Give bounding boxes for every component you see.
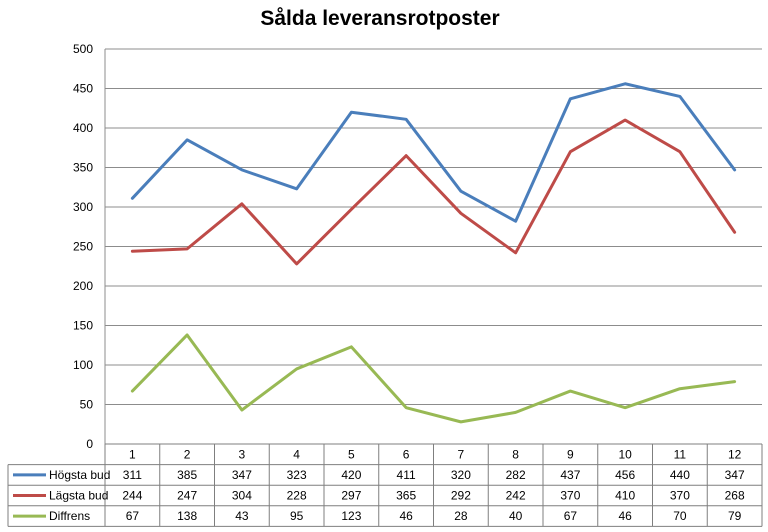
x-tick-label: 6 [403,447,410,461]
y-tick-label: 500 [73,42,93,56]
grid-lines [104,48,762,444]
data-label: 323 [287,468,307,482]
data-label: 311 [123,468,142,482]
data-label: 46 [618,509,632,523]
data-label: 40 [509,509,523,523]
x-tick-label: 7 [458,447,465,461]
data-label: 138 [177,509,197,523]
data-label: 43 [235,509,249,523]
data-label: 304 [232,489,252,503]
chart-title: Sålda leveransrotposter [260,7,499,30]
data-label: 123 [341,509,361,523]
x-tick-label: 8 [512,447,519,461]
x-tick-label: 9 [567,447,574,461]
data-label: 28 [454,509,468,523]
legend-label: Högsta bud [49,468,110,482]
y-tick-label: 150 [73,319,93,333]
data-label: 440 [670,468,690,482]
data-label: 411 [397,468,416,482]
x-tick-label: 4 [293,447,300,461]
data-label: 347 [725,468,745,482]
x-tick-label: 10 [618,447,632,461]
data-label: 228 [287,489,307,503]
y-tick-label: 250 [73,240,93,254]
x-tick-label: 3 [239,447,246,461]
y-tick-label: 50 [80,398,94,412]
data-label: 67 [564,509,578,523]
data-label: 46 [399,509,413,523]
data-label: 347 [232,468,252,482]
data-label: 70 [673,509,687,523]
data-label: 297 [341,489,361,503]
y-tick-label: 100 [73,358,93,372]
data-label: 420 [341,468,361,482]
y-tick-label: 0 [86,437,93,451]
data-label: 242 [506,489,526,503]
x-tick-label: 2 [184,447,191,461]
y-tick-label: 200 [73,279,93,293]
y-tick-label: 400 [73,121,93,135]
x-tick-label: 5 [348,447,355,461]
legend-label: Diffrens [49,509,90,523]
data-label: 370 [560,489,580,503]
data-label: 79 [728,509,742,523]
series-line-2 [130,118,737,266]
data-label: 410 [615,489,635,503]
data-label: 456 [615,468,635,482]
data-label: 320 [451,468,471,482]
data-label: 282 [506,468,526,482]
data-label: 385 [177,468,197,482]
data-label: 67 [126,509,140,523]
y-axis-ticks: 0 50 100 150 200 250 300 350 400 450 500 [73,42,93,451]
data-label: 365 [396,489,416,503]
data-label: 268 [725,489,745,503]
data-label: 247 [177,489,197,503]
x-tick-label: 12 [728,447,742,461]
series-lines [130,82,737,424]
data-label: 292 [451,489,471,503]
y-tick-label: 450 [73,82,93,96]
series-line-1 [130,82,737,223]
data-label: 244 [122,489,142,503]
legend-label: Lägsta bud [49,489,108,503]
y-tick-label: 350 [73,161,93,175]
data-label: 437 [560,468,580,482]
y-tick-label: 300 [73,200,93,214]
x-tick-label: 11 [674,447,687,461]
series-line-3 [130,333,737,424]
data-label: 370 [670,489,690,503]
x-tick-label: 1 [129,447,136,461]
data-label: 95 [290,509,304,523]
